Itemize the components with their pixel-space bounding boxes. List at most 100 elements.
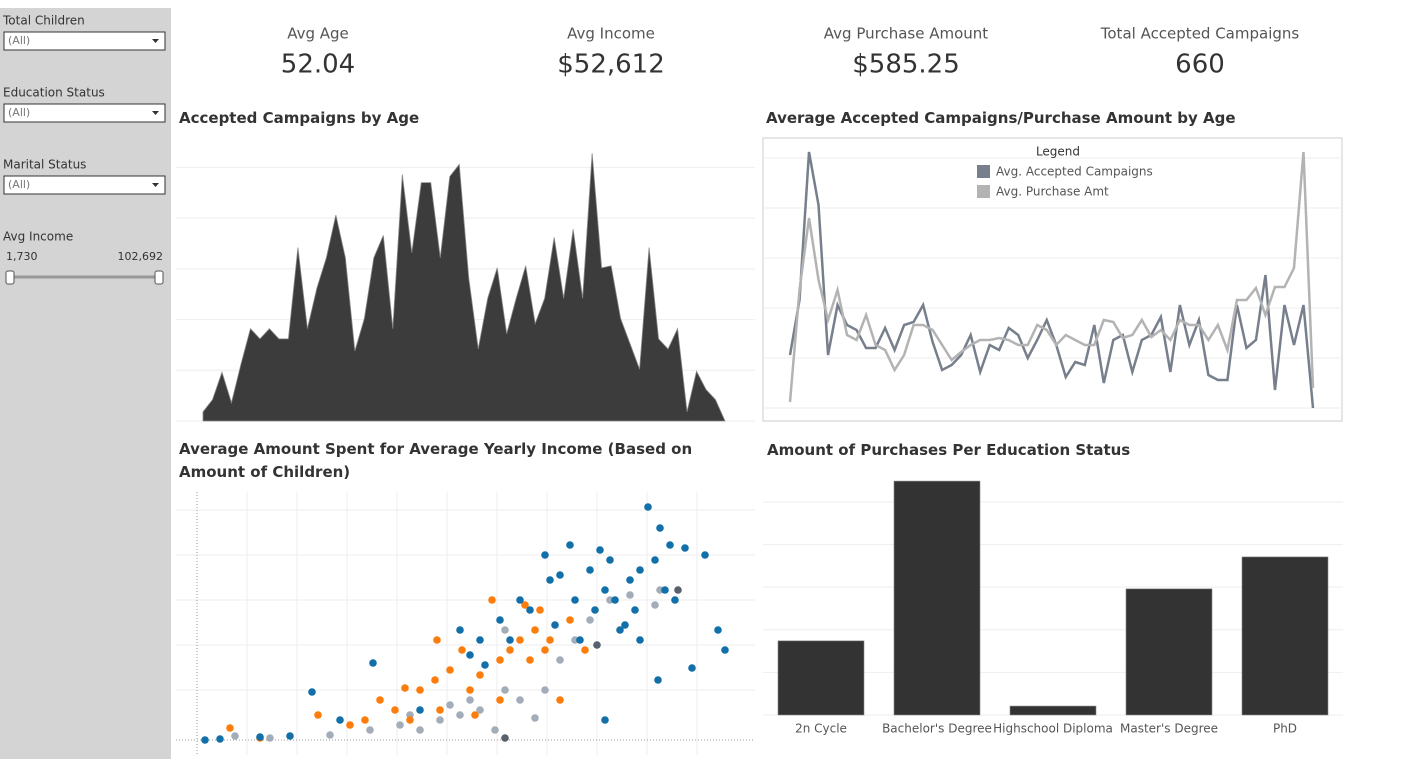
point bbox=[556, 696, 564, 704]
point bbox=[531, 714, 539, 722]
point bbox=[431, 676, 439, 684]
point bbox=[586, 566, 594, 574]
point bbox=[496, 656, 504, 664]
point bbox=[654, 676, 662, 684]
bar bbox=[893, 480, 981, 716]
filter-label: Education Status bbox=[3, 86, 105, 100]
point bbox=[616, 626, 624, 634]
dropdown-value: (All) bbox=[8, 178, 30, 191]
point bbox=[714, 626, 722, 634]
x-tick-label: Highschool Diploma bbox=[993, 722, 1113, 736]
point bbox=[369, 659, 377, 667]
point bbox=[601, 716, 609, 724]
dropdown-value: (All) bbox=[8, 34, 30, 47]
legend-swatch bbox=[977, 185, 990, 198]
slider-handle[interactable] bbox=[154, 270, 164, 285]
point bbox=[516, 696, 524, 704]
point bbox=[396, 721, 404, 729]
point bbox=[436, 706, 444, 714]
point bbox=[644, 503, 652, 511]
point bbox=[346, 721, 354, 729]
kpi-label: Avg Purchase Amount bbox=[824, 25, 988, 43]
dropdown[interactable] bbox=[3, 103, 166, 123]
point bbox=[556, 656, 564, 664]
point bbox=[636, 566, 644, 574]
point bbox=[516, 596, 524, 604]
x-tick-label: Master's Degree bbox=[1120, 722, 1218, 736]
point bbox=[541, 551, 549, 559]
slider-handle[interactable] bbox=[5, 270, 15, 285]
dropdown-value: (All) bbox=[8, 106, 30, 119]
point bbox=[391, 706, 399, 714]
point bbox=[231, 732, 239, 740]
x-tick-label: PhD bbox=[1273, 722, 1297, 736]
area bbox=[202, 153, 726, 422]
point bbox=[516, 636, 524, 644]
bar bbox=[777, 640, 865, 716]
slider-min: 1,730 bbox=[6, 250, 38, 263]
kpi-label: Avg Age bbox=[287, 25, 349, 43]
point bbox=[656, 524, 664, 532]
point bbox=[501, 686, 509, 694]
kpi-value: 660 bbox=[1175, 50, 1225, 80]
point bbox=[661, 586, 669, 594]
point bbox=[433, 636, 441, 644]
point bbox=[586, 616, 594, 624]
sidebar bbox=[0, 8, 171, 759]
point bbox=[361, 716, 369, 724]
point bbox=[596, 546, 604, 554]
point bbox=[476, 706, 484, 714]
point bbox=[546, 576, 554, 584]
point bbox=[591, 606, 599, 614]
line bbox=[788, 151, 1315, 403]
point bbox=[488, 596, 496, 604]
x-tick-label: Bachelor's Degree bbox=[882, 722, 992, 736]
point bbox=[476, 671, 484, 679]
point bbox=[376, 696, 384, 704]
point bbox=[456, 626, 464, 634]
kpi-label: Total Accepted Campaigns bbox=[1100, 25, 1300, 43]
dropdown-arrow bbox=[152, 39, 159, 43]
point bbox=[216, 735, 224, 743]
point bbox=[593, 641, 601, 649]
point bbox=[416, 726, 424, 734]
point bbox=[674, 586, 682, 594]
point bbox=[651, 556, 659, 564]
dropdown-arrow bbox=[152, 183, 159, 187]
dropdown-arrow bbox=[152, 111, 159, 115]
legend-label: Avg. Purchase Amt bbox=[996, 185, 1109, 199]
legend-label: Avg. Accepted Campaigns bbox=[996, 165, 1153, 179]
point bbox=[416, 706, 424, 714]
point bbox=[401, 684, 409, 692]
point bbox=[436, 716, 444, 724]
point bbox=[406, 716, 414, 724]
point bbox=[456, 711, 464, 719]
point bbox=[481, 661, 489, 669]
point bbox=[556, 571, 564, 579]
point bbox=[466, 696, 474, 704]
point bbox=[201, 736, 209, 744]
dropdown[interactable] bbox=[3, 175, 166, 195]
chart-title: Average Accepted Campaigns/Purchase Amou… bbox=[766, 109, 1236, 127]
point bbox=[611, 596, 619, 604]
point bbox=[314, 711, 322, 719]
point bbox=[308, 688, 316, 696]
point bbox=[621, 621, 629, 629]
point bbox=[526, 656, 534, 664]
point bbox=[581, 646, 589, 654]
point bbox=[506, 646, 514, 654]
chart-title: Accepted Campaigns by Age bbox=[179, 109, 420, 127]
dropdown[interactable] bbox=[3, 31, 166, 51]
point bbox=[536, 606, 544, 614]
slider-max: 102,692 bbox=[118, 250, 164, 263]
point bbox=[521, 601, 529, 609]
point bbox=[466, 651, 474, 659]
point bbox=[446, 666, 454, 674]
point bbox=[681, 544, 689, 552]
point bbox=[491, 726, 499, 734]
point bbox=[366, 726, 374, 734]
point bbox=[688, 664, 696, 672]
point bbox=[541, 646, 549, 654]
chart-title: Average Amount Spent for Average Yearly … bbox=[179, 440, 693, 481]
point bbox=[496, 616, 504, 624]
